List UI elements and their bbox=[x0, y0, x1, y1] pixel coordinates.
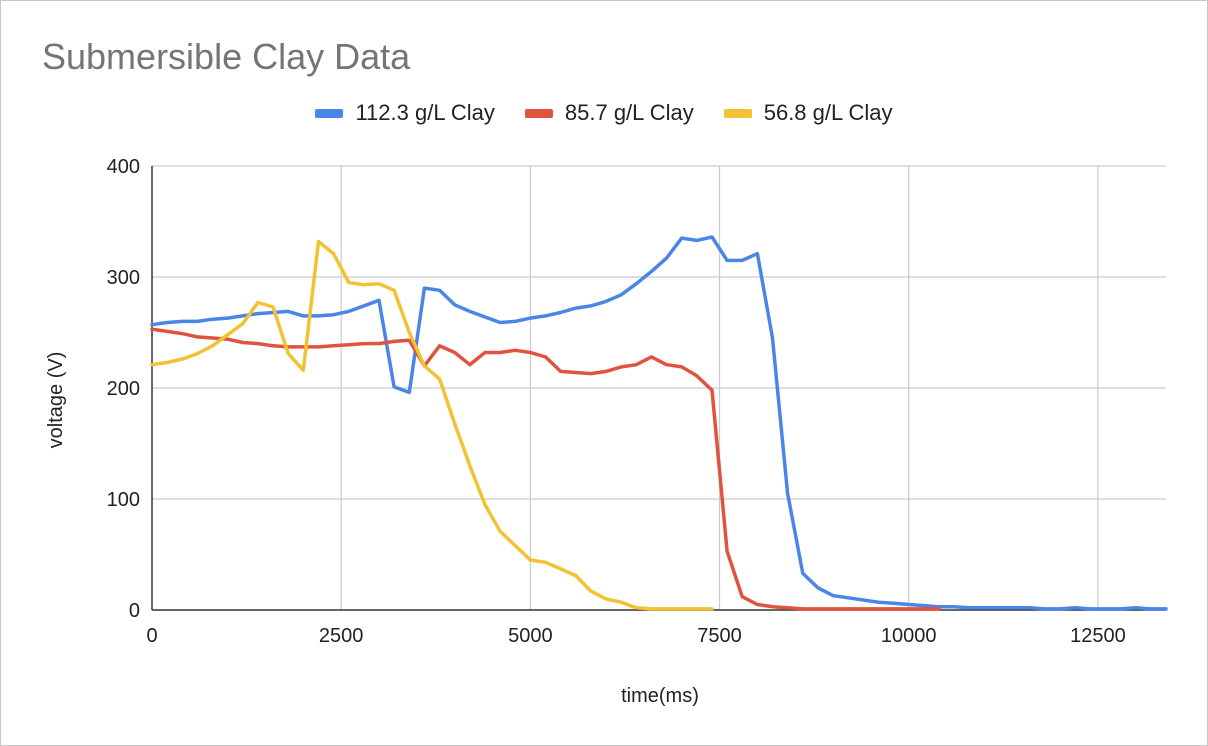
x-tick-label-4: 10000 bbox=[881, 625, 937, 647]
legend-label-0: 112.3 g/L Clay bbox=[355, 100, 495, 125]
y-axis-title: voltage (V) bbox=[45, 352, 67, 449]
chart-legend: 112.3 g/L Clay 85.7 g/L Clay 56.8 g/L Cl… bbox=[0, 100, 1208, 126]
y-tick-label-1: 100 bbox=[107, 489, 140, 511]
chart-title: Submersible Clay Data bbox=[42, 36, 411, 77]
legend-label-2: 56.8 g/L Clay bbox=[763, 100, 893, 125]
x-axis-title: time(ms) bbox=[621, 685, 699, 707]
series-line-2 bbox=[150, 239, 714, 611]
x-tick-label-5: 12500 bbox=[1070, 625, 1126, 647]
x-tick-label-0: 0 bbox=[146, 625, 157, 647]
series-line-0 bbox=[150, 235, 1168, 611]
tick-labels: 0 100 200 300 400 0 2500 5000 7500 10000 12500 bbox=[107, 156, 1126, 647]
legend-item-series-0[interactable]: 112.3 g/L Clay bbox=[315, 100, 495, 126]
x-tick-label-1: 2500 bbox=[319, 625, 364, 647]
y-tick-label-0: 0 bbox=[129, 600, 140, 622]
y-tick-label-2: 200 bbox=[107, 378, 140, 400]
legend-swatch-0 bbox=[315, 108, 344, 118]
grid-lines bbox=[152, 165, 1166, 610]
x-tick-label-2: 5000 bbox=[508, 625, 553, 647]
x-tick-label-3: 7500 bbox=[697, 625, 742, 647]
y-tick-label-3: 300 bbox=[107, 267, 140, 289]
legend-item-series-1[interactable]: 85.7 g/L Clay bbox=[524, 100, 694, 126]
series-line-1 bbox=[150, 327, 941, 611]
y-tick-label-4: 400 bbox=[107, 156, 140, 178]
series-lines bbox=[150, 235, 1168, 611]
legend-item-series-2[interactable]: 56.8 g/L Clay bbox=[723, 100, 893, 126]
legend-swatch-2 bbox=[723, 108, 752, 118]
legend-swatch-1 bbox=[524, 108, 553, 118]
legend-label-1: 85.7 g/L Clay bbox=[564, 100, 694, 125]
